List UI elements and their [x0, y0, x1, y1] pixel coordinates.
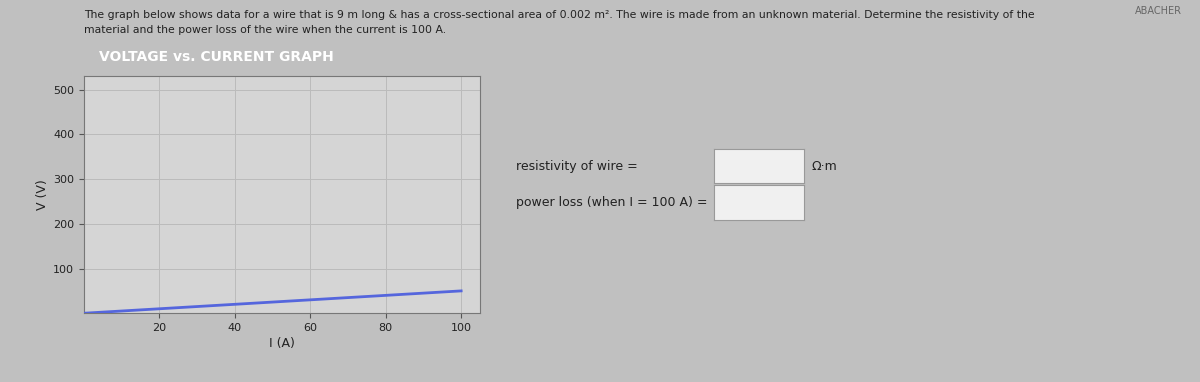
- Y-axis label: V (V): V (V): [36, 180, 49, 210]
- Text: Ω·m: Ω·m: [811, 160, 836, 173]
- Text: VOLTAGE vs. CURRENT GRAPH: VOLTAGE vs. CURRENT GRAPH: [98, 50, 334, 64]
- Text: The graph below shows data for a wire that is 9 m long & has a cross-sectional a: The graph below shows data for a wire th…: [84, 10, 1034, 19]
- Text: resistivity of wire =: resistivity of wire =: [516, 160, 637, 173]
- X-axis label: I (A): I (A): [269, 337, 295, 350]
- Text: power loss (when I = 100 A) =: power loss (when I = 100 A) =: [516, 196, 708, 209]
- Text: material and the power loss of the wire when the current is 100 A.: material and the power loss of the wire …: [84, 25, 446, 35]
- Text: ABACHER: ABACHER: [1135, 6, 1182, 16]
